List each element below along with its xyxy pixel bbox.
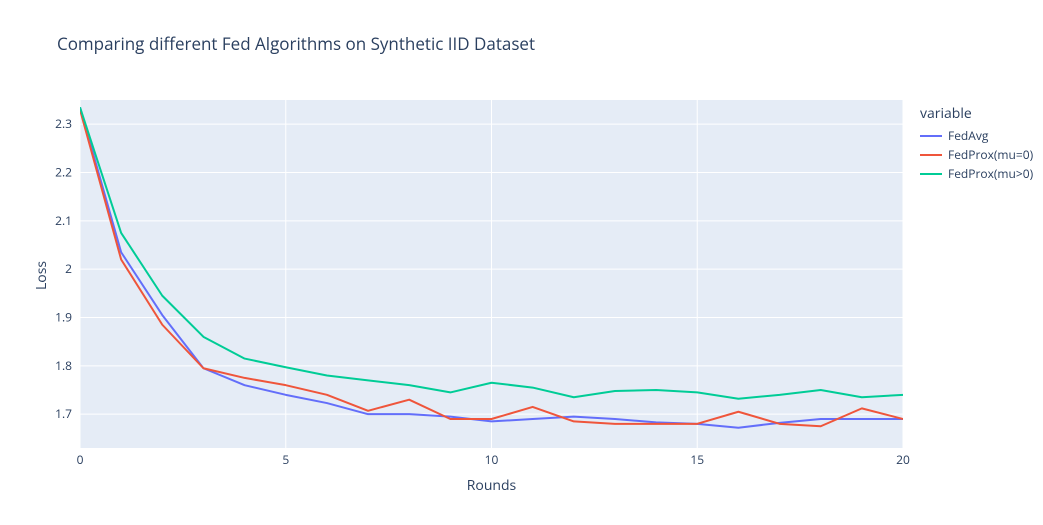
legend-label: FedAvg	[948, 127, 988, 144]
x-axis-label: Rounds	[80, 476, 903, 495]
svg-text:10: 10	[485, 451, 499, 468]
legend-item[interactable]: FedProx(mu>0)	[920, 165, 1033, 182]
svg-text:1.8: 1.8	[55, 357, 72, 374]
svg-text:0: 0	[77, 451, 84, 468]
svg-text:2.2: 2.2	[55, 164, 72, 181]
legend-label: FedProx(mu=0)	[948, 146, 1033, 163]
legend-swatch	[920, 154, 942, 156]
svg-text:15: 15	[690, 451, 704, 468]
legend-label: FedProx(mu>0)	[948, 165, 1033, 182]
svg-text:20: 20	[896, 451, 910, 468]
plot-area[interactable]: 0 5 10 15 20 1.7 1.8 1.9 2 2.1 2.2 2.3	[40, 94, 915, 482]
svg-text:1.7: 1.7	[55, 405, 72, 422]
svg-text:2.3: 2.3	[55, 115, 72, 132]
legend-item[interactable]: FedAvg	[920, 127, 1033, 144]
svg-text:1.9: 1.9	[55, 309, 72, 326]
legend-swatch	[920, 135, 942, 137]
legend-title: variable	[920, 104, 1033, 123]
svg-text:2: 2	[65, 260, 72, 277]
svg-text:2.1: 2.1	[55, 212, 72, 229]
y-axis-label: Loss	[32, 261, 51, 290]
legend-item[interactable]: FedProx(mu=0)	[920, 146, 1033, 163]
legend: variable FedAvg FedProx(mu=0) FedProx(mu>0…	[920, 104, 1033, 184]
chart-container: Comparing different Fed Algorithms on Sy…	[0, 0, 1043, 525]
chart-title: Comparing different Fed Algorithms on Sy…	[57, 32, 535, 55]
legend-swatch	[920, 173, 942, 175]
svg-text:5: 5	[282, 451, 289, 468]
